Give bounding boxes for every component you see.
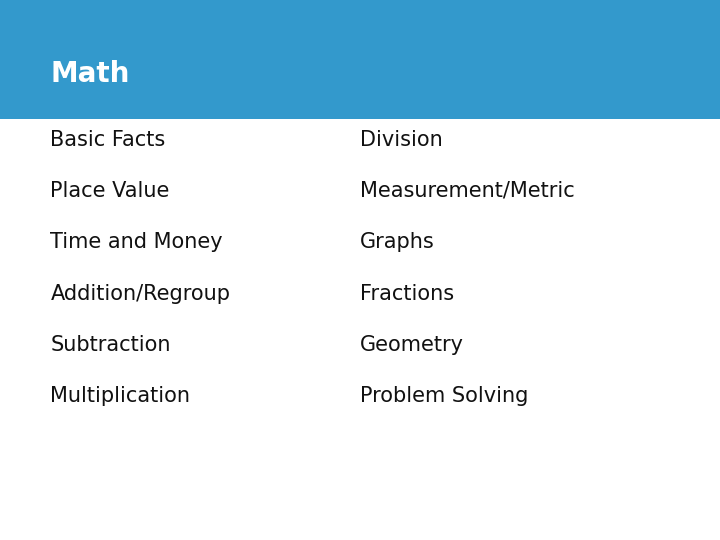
Text: Place Value: Place Value xyxy=(50,181,170,201)
Text: Basic Facts: Basic Facts xyxy=(50,130,166,150)
Text: Division: Division xyxy=(360,130,443,150)
Text: Math: Math xyxy=(50,59,130,87)
Text: Multiplication: Multiplication xyxy=(50,386,190,406)
Text: Addition/Regroup: Addition/Regroup xyxy=(50,284,230,303)
Text: Problem Solving: Problem Solving xyxy=(360,386,528,406)
Text: Graphs: Graphs xyxy=(360,232,435,252)
Text: Time and Money: Time and Money xyxy=(50,232,223,252)
Text: Geometry: Geometry xyxy=(360,335,464,355)
Text: Measurement/Metric: Measurement/Metric xyxy=(360,181,575,201)
Text: Fractions: Fractions xyxy=(360,284,454,303)
Bar xyxy=(0,0,720,119)
Text: Subtraction: Subtraction xyxy=(50,335,171,355)
